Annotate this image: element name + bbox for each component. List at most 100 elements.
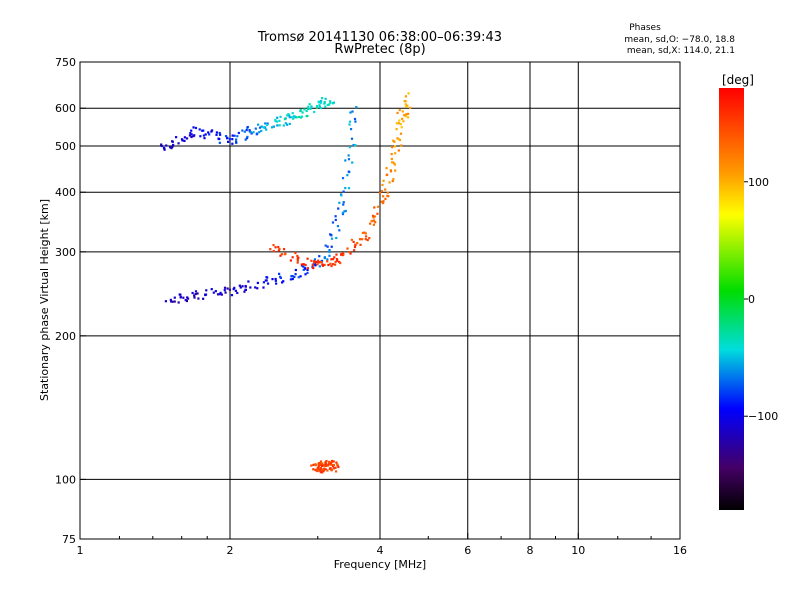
echo-point <box>385 173 388 177</box>
echo-point <box>327 263 330 267</box>
phase-stats-x: mean, sd,X: 114.0, 21.1 <box>627 46 735 56</box>
echo-point <box>218 141 221 144</box>
echo-point <box>329 100 332 103</box>
echo-point <box>306 267 309 270</box>
echo-point <box>190 133 193 136</box>
echo-point <box>294 273 297 276</box>
echo-point <box>289 278 292 281</box>
echo-point <box>250 132 253 135</box>
echo-point <box>295 116 298 119</box>
echo-point <box>330 258 333 261</box>
echo-point <box>160 143 163 146</box>
echo-point <box>170 300 173 303</box>
echo-point <box>278 119 281 122</box>
echo-point <box>353 249 356 252</box>
echo-point <box>192 135 195 138</box>
echo-point <box>306 271 309 275</box>
echo-point <box>330 459 334 463</box>
echo-point <box>210 288 213 291</box>
x-tick-label: 4 <box>377 544 384 557</box>
echo-point <box>324 468 327 471</box>
echo-point <box>294 251 297 255</box>
echo-point <box>234 289 237 292</box>
echo-point <box>230 294 234 297</box>
echo-point <box>399 123 402 126</box>
echo-point <box>318 265 321 268</box>
echo-point <box>236 291 239 295</box>
echo-point <box>282 124 285 127</box>
echo-point <box>227 140 230 143</box>
y-tick-label: 100 <box>55 473 76 486</box>
echo-point <box>193 294 196 297</box>
echo-point <box>395 122 399 125</box>
echo-point <box>331 263 335 266</box>
echo-point <box>354 120 357 123</box>
echo-point <box>403 114 406 117</box>
echo-point <box>165 144 168 147</box>
echo-point <box>402 120 405 123</box>
echo-point <box>378 191 382 195</box>
echo-point <box>321 468 325 471</box>
echo-point <box>262 286 265 289</box>
echo-point <box>237 131 240 135</box>
echo-point <box>177 142 180 145</box>
echo-point <box>331 258 335 261</box>
echo-point <box>291 277 294 281</box>
echo-point <box>185 299 189 303</box>
echo-point <box>380 200 383 203</box>
echo-point <box>278 272 281 275</box>
echo-point <box>210 130 213 133</box>
echo-point <box>293 275 296 279</box>
echo-point <box>252 131 255 134</box>
echo-point <box>317 469 320 472</box>
echo-point <box>384 188 387 191</box>
echo-point <box>338 229 341 232</box>
echo-point <box>266 282 270 285</box>
echo-point <box>318 105 321 109</box>
echo-point <box>283 118 287 121</box>
echo-point <box>397 149 400 152</box>
y-axis-label: Stationary phase Virtual Height [km] <box>38 199 51 401</box>
echo-point <box>204 133 207 136</box>
echo-point <box>380 189 384 193</box>
echo-point <box>304 263 307 267</box>
echo-point <box>173 296 176 299</box>
echo-point <box>372 219 376 222</box>
echo-point <box>388 181 391 184</box>
echo-point <box>247 280 250 283</box>
echo-point <box>249 131 252 134</box>
echo-point <box>277 245 280 249</box>
echo-point <box>317 100 320 103</box>
echo-point <box>198 128 201 131</box>
y-tick-label: 400 <box>55 186 76 199</box>
echo-point <box>312 468 315 471</box>
echo-point <box>300 115 303 118</box>
echo-point <box>266 123 269 127</box>
echo-point <box>191 291 194 295</box>
echo-point <box>317 464 320 468</box>
colorbar-unit-label: [deg] <box>722 73 754 87</box>
echo-point <box>324 464 328 468</box>
echo-point <box>305 109 308 113</box>
phase-colorbar <box>719 88 744 510</box>
echo-point <box>344 186 347 190</box>
echo-point <box>266 122 269 125</box>
echo-point <box>401 117 404 120</box>
echo-point <box>244 138 247 141</box>
echo-point <box>394 152 397 155</box>
echo-point <box>207 131 210 134</box>
echo-point <box>319 460 323 463</box>
echo-point <box>245 137 249 140</box>
echo-point <box>324 463 328 466</box>
echo-point <box>276 124 279 127</box>
echo-point <box>344 159 347 162</box>
echo-point <box>342 190 345 193</box>
echo-point <box>179 296 182 299</box>
x-axis-label: Frequency [MHz] <box>334 558 426 571</box>
echo-point <box>401 110 404 113</box>
echo-point <box>372 216 375 219</box>
echo-point <box>320 464 324 467</box>
echo-point <box>317 463 320 466</box>
echo-point <box>205 289 208 292</box>
echo-point <box>347 158 351 161</box>
